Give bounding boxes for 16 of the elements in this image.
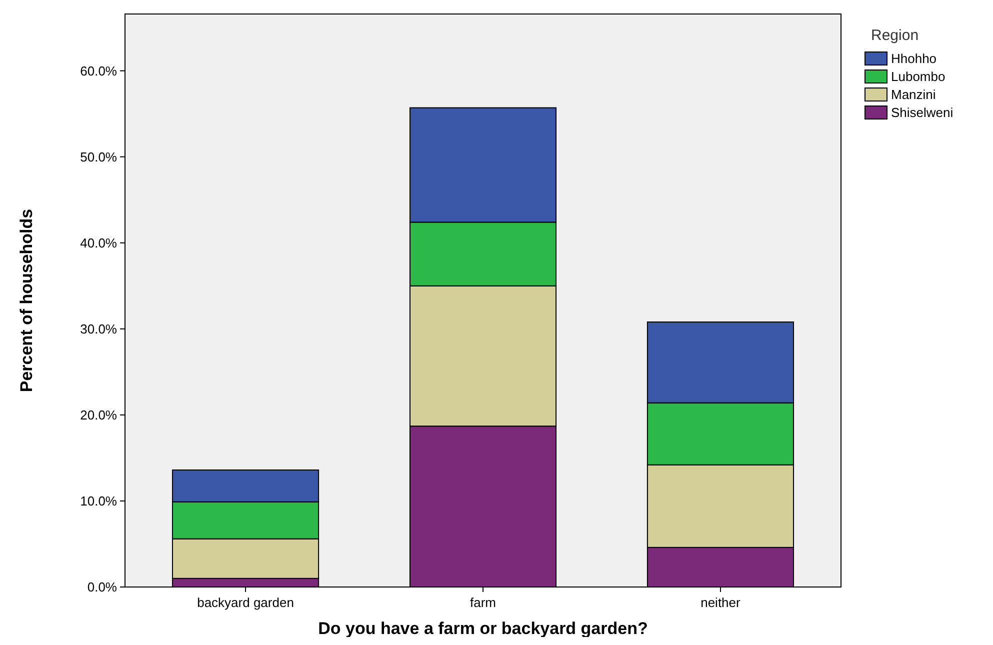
y-tick-label: 20.0% [80,407,118,422]
y-axis-title: Percent of households [17,208,36,392]
legend-label: Hhohho [891,51,937,66]
legend-label: Manzini [891,87,936,102]
y-tick-label: 30.0% [80,321,118,336]
y-tick-label: 50.0% [80,149,118,164]
legend-label: Lubombo [891,69,946,84]
x-tick-label: farm [470,595,496,610]
x-tick-label: neither [700,595,742,610]
legend-label: Shiselweni [891,105,954,120]
y-tick-label: 10.0% [80,494,118,509]
y-tick-label: 0.0% [87,580,118,595]
y-tick-label: 60.0% [80,63,118,78]
x-tick-label: backyard garden [197,595,294,610]
y-tick-label: 40.0% [80,235,118,250]
legend-title: Region [871,27,919,44]
